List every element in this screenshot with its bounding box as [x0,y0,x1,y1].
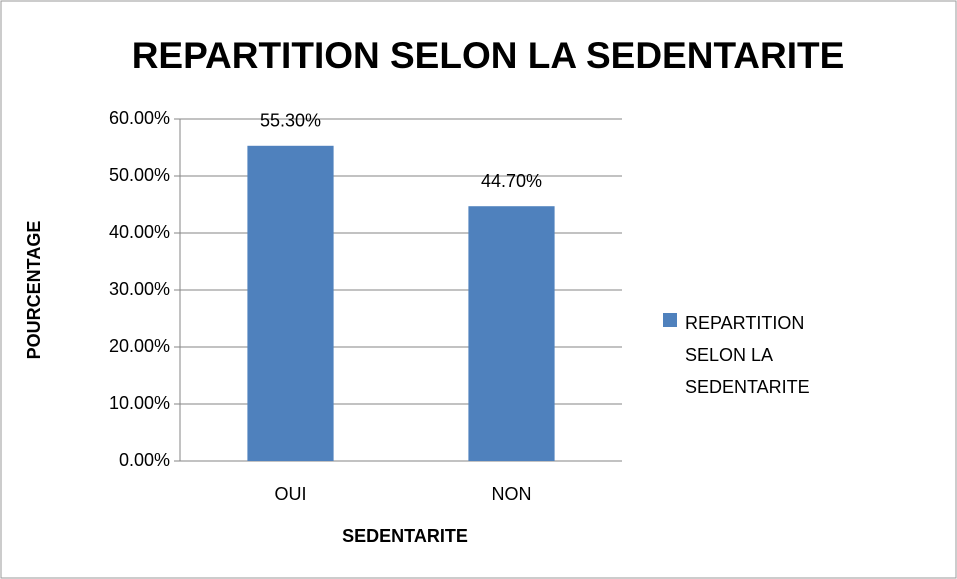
bar [468,206,555,461]
data-label: 55.30% [260,111,321,131]
y-tick-label: 10.00% [109,393,170,413]
x-tick-label: OUI [274,484,306,504]
legend-label: REPARTITION SELON LA SEDENTARITE [685,313,810,397]
y-tick-label: 60.00% [109,108,170,128]
y-axis-label: POURCENTAGE [24,221,44,360]
y-tick-label: 40.00% [109,222,170,242]
y-tick-label: 30.00% [109,279,170,299]
x-tick-label: NON [492,484,532,504]
data-label: 44.70% [481,171,542,191]
y-tick-label: 50.00% [109,165,170,185]
chart-title: REPARTITION SELON LA SEDENTARITE [132,35,845,76]
y-tick-label: 0.00% [119,450,170,470]
x-axis-label: SEDENTARITE [342,526,468,546]
y-tick-label: 20.00% [109,336,170,356]
bar [247,145,334,462]
legend-swatch [663,313,677,327]
